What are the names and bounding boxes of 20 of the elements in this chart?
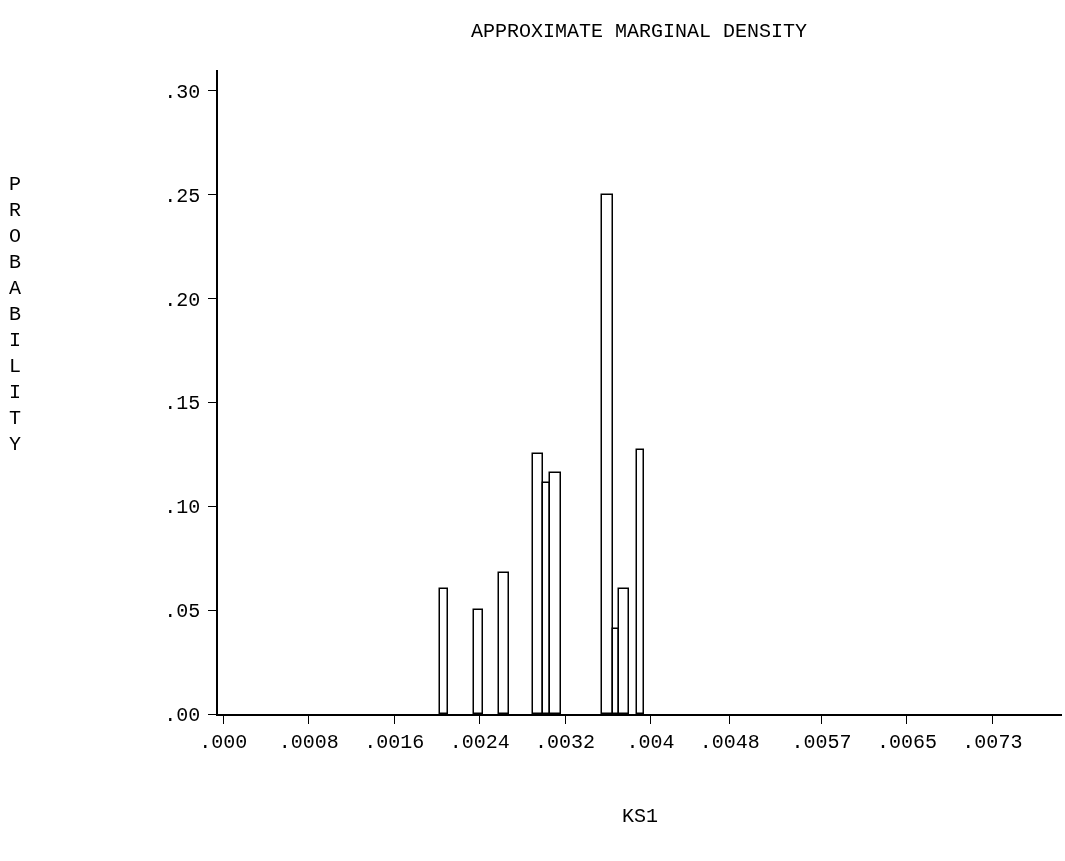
y-tick-label: .05 [164, 600, 201, 624]
chart-title: APPROXIMATE MARGINAL DENSITY [470, 20, 808, 44]
x-tick-label: .0048 [699, 730, 760, 754]
x-axis-title: KS1 [621, 804, 659, 828]
x-tick-label: .004 [626, 730, 675, 754]
x-tick-label: .0073 [962, 730, 1023, 754]
x-tick-label: .0057 [791, 730, 852, 754]
x-tick-label: .0024 [449, 730, 510, 754]
y-tick-label: .15 [164, 392, 201, 416]
text: PROBABILITY [9, 173, 22, 456]
y-tick-label: .20 [164, 288, 201, 312]
x-tick-label: .0032 [535, 730, 596, 754]
y-tick-label: .25 [164, 184, 201, 208]
x-tick-label: .000 [199, 730, 248, 754]
y-tick-label: .10 [164, 496, 201, 520]
x-tick-label: .0065 [876, 730, 937, 754]
x-tick-label: .0016 [364, 730, 425, 754]
y-tick-label: .00 [164, 704, 201, 727]
x-tick-label: .0008 [278, 730, 339, 754]
y-tick-label: .30 [164, 80, 201, 104]
